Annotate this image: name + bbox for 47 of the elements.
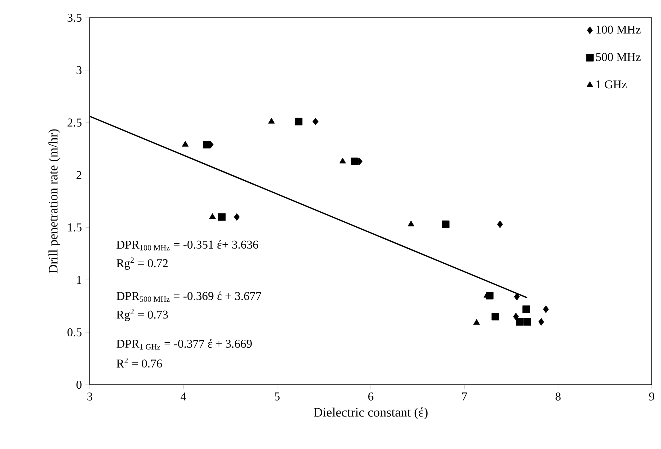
point xyxy=(295,118,303,126)
legend-label: 100 MHz xyxy=(596,26,641,34)
legend-label: 1 GHz xyxy=(596,80,627,89)
point xyxy=(234,213,240,222)
point xyxy=(514,293,520,301)
annotation: DPR$_{1 GHz}$ = -0.377 έ + 3.669 xyxy=(116,339,252,350)
x-tick-label: 6 xyxy=(368,392,374,401)
point xyxy=(209,213,216,220)
y-tick-label: 1.5 xyxy=(68,224,82,232)
y-tick-label: 2 xyxy=(76,171,82,180)
point xyxy=(538,318,544,326)
point xyxy=(351,158,359,166)
point xyxy=(203,141,211,149)
annotation: Rg$^{2}$ = 0.72 xyxy=(116,258,168,270)
y-tick-label: 3 xyxy=(76,66,82,74)
y-axis-title: Drill penetration rate (m/hr) xyxy=(48,130,60,274)
y-tick-label: 3.5 xyxy=(68,14,82,22)
point xyxy=(408,220,415,227)
point xyxy=(524,318,532,326)
y-tick-label: 2.5 xyxy=(68,118,82,127)
point xyxy=(492,313,500,321)
x-axis-title: Dielectric constant (έ) xyxy=(314,408,428,420)
y-tick-label: 0.5 xyxy=(68,328,82,337)
point xyxy=(442,220,450,228)
point xyxy=(543,306,550,314)
x-tick-label: 4 xyxy=(180,392,186,401)
point xyxy=(516,318,524,326)
point xyxy=(340,158,346,164)
point xyxy=(474,319,480,326)
point xyxy=(312,118,319,126)
x-tick-label: 7 xyxy=(462,392,468,401)
y-tick-label: 1 xyxy=(77,276,82,284)
x-tick-label: 9 xyxy=(649,392,654,401)
point xyxy=(522,306,530,314)
y-tick-label: 0 xyxy=(76,380,82,390)
annotation: Rg$^{2}$ = 0.73 xyxy=(116,309,168,322)
annotation: DPR$_{500 MHz}$ = -0.369 έ + 3.677 xyxy=(116,292,262,302)
x-tick-label: 5 xyxy=(275,392,280,401)
point xyxy=(218,213,226,222)
point xyxy=(268,118,276,124)
x-tick-label: 8 xyxy=(556,392,561,401)
point xyxy=(497,220,504,228)
annotation: DPR$_{100 MHz}$ = -0.351 έ+ 3.636 xyxy=(116,240,258,251)
annotation: R$^{2}$ = 0.76 xyxy=(116,358,162,368)
point xyxy=(182,141,189,147)
legend-label: 500 MHz xyxy=(596,53,641,62)
x-tick-label: 3 xyxy=(88,392,93,401)
